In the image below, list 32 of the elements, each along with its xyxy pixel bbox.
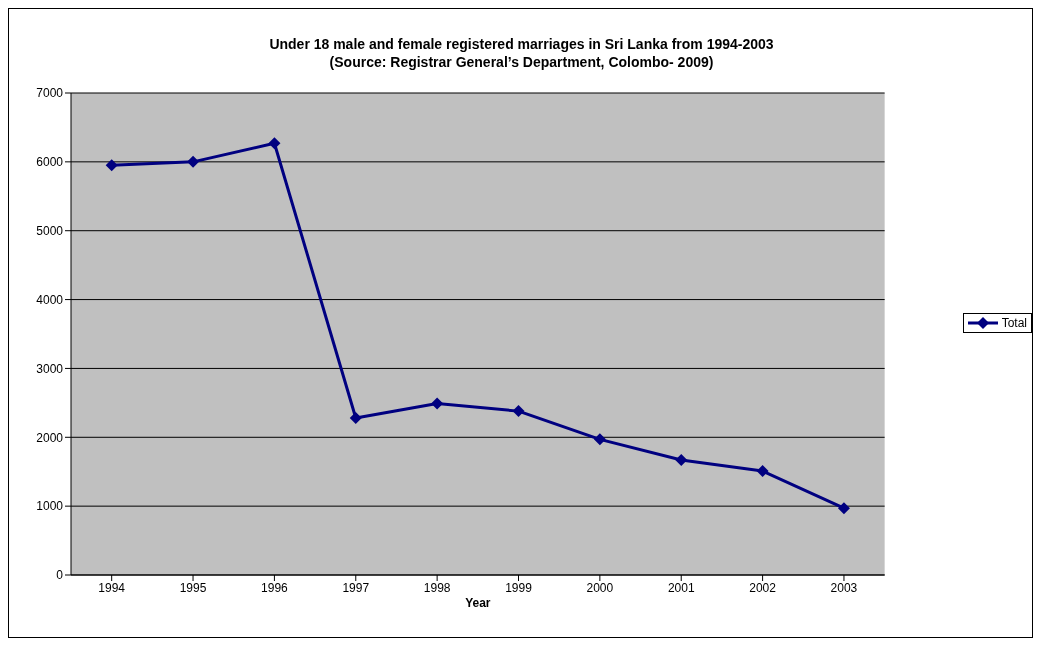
x-tick-label: 1995 bbox=[179, 580, 207, 595]
point bbox=[349, 412, 362, 425]
y-tick-label: 3000 bbox=[36, 361, 64, 376]
legend-label: Total bbox=[1001, 316, 1027, 330]
point bbox=[837, 502, 850, 515]
point bbox=[756, 465, 769, 478]
x-tick-label: 1996 bbox=[261, 580, 289, 595]
y-tick-label: 7000 bbox=[36, 86, 64, 101]
y-tick-label: 1000 bbox=[36, 499, 64, 514]
point bbox=[593, 433, 606, 446]
x-tick-label: 1998 bbox=[423, 580, 451, 595]
chart-title: Under 18 male and female registered marriages in Sri Lanka from 1994-2003 bbox=[268, 35, 775, 53]
x-tick-label: 1997 bbox=[342, 580, 370, 595]
x-tick-label: 2001 bbox=[667, 580, 695, 595]
x-tick-label: 2002 bbox=[749, 580, 777, 595]
x-tick-label: 2003 bbox=[830, 580, 858, 595]
x-axis-title: Year bbox=[465, 596, 491, 610]
y-tick-label: 5000 bbox=[36, 223, 64, 238]
point bbox=[675, 454, 688, 467]
y-tick-label: 6000 bbox=[36, 155, 64, 170]
point bbox=[268, 137, 281, 150]
x-tick-label: 1999 bbox=[505, 580, 533, 595]
point bbox=[187, 155, 200, 168]
y-tick-label: 4000 bbox=[36, 292, 64, 307]
y-tick-label: 2000 bbox=[36, 430, 64, 445]
point bbox=[431, 397, 444, 410]
y-tick-label: 0 bbox=[56, 568, 64, 583]
point bbox=[105, 159, 118, 172]
chart-subtitle: (Source: Registrar General’s Department, Colombo- 2009) bbox=[328, 53, 715, 71]
x-tick-label: 2000 bbox=[586, 580, 614, 595]
x-tick-label: 1994 bbox=[98, 580, 126, 595]
point bbox=[512, 405, 525, 418]
